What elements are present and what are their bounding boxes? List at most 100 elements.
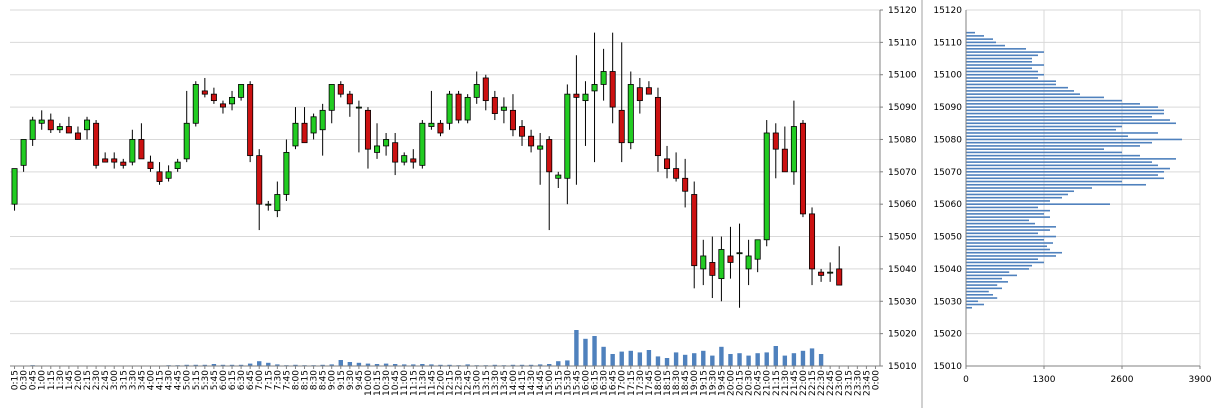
candlestick [75, 127, 80, 140]
candlestick [538, 133, 543, 185]
profile-bar [966, 84, 1056, 86]
candle-body [75, 133, 80, 139]
price-tick-label: 15090 [888, 103, 917, 113]
candle-body [374, 146, 379, 152]
candlestick [329, 84, 334, 123]
volume-bar [629, 351, 633, 366]
profile-bar [966, 80, 1056, 82]
candlestick [338, 81, 343, 97]
candlestick [800, 120, 805, 217]
candlestick [238, 84, 243, 100]
profile-bar [966, 103, 1140, 105]
candlestick [184, 91, 189, 162]
profile-bar [966, 106, 1158, 108]
volume-bar [810, 348, 814, 366]
profile-bar [966, 184, 1146, 186]
profile-bar [966, 77, 1038, 79]
profile-bar [966, 229, 1050, 231]
volume-bar [792, 353, 796, 366]
volume-bar [737, 353, 741, 366]
profile-bar [966, 226, 1056, 228]
candlestick [166, 165, 171, 181]
profile-price-label: 15110 [933, 38, 962, 48]
candlestick [655, 88, 660, 172]
candle-body [465, 97, 470, 120]
candlestick [483, 75, 488, 111]
profile-bar [966, 294, 993, 296]
price-tick-label: 15010 [888, 362, 917, 372]
profile-bar [966, 67, 1032, 69]
profile-bar [966, 255, 1056, 257]
candle-body [139, 139, 144, 158]
candle-body [519, 127, 524, 137]
profile-bar [966, 122, 1176, 124]
volume-bar [819, 354, 823, 366]
profile-price-label: 15010 [933, 362, 962, 372]
volume-bar [719, 347, 723, 366]
volume-bar [728, 354, 732, 366]
profile-bar [966, 142, 1152, 144]
candlestick [828, 262, 833, 281]
candlestick [610, 33, 615, 124]
candlestick [148, 156, 153, 172]
profile-bar [966, 177, 1164, 179]
candle-body [347, 94, 352, 104]
candle-body [547, 139, 552, 171]
candlestick [356, 101, 361, 153]
profile-bar [966, 119, 1170, 121]
candle-body [773, 133, 778, 149]
candlestick [791, 101, 796, 185]
candle-body [583, 94, 588, 100]
candlestick [420, 120, 425, 169]
profile-bar [966, 291, 989, 293]
candlestick [293, 107, 298, 149]
profile-volume-label: 2600 [1111, 375, 1134, 385]
candle-body [628, 84, 633, 142]
candle-body [719, 249, 724, 278]
candle-body [57, 127, 62, 130]
profile-bar [966, 281, 1008, 283]
profile-bar [966, 275, 1017, 277]
volume-bar [620, 352, 624, 366]
profile-bar [966, 242, 1053, 244]
profile-bar [966, 45, 1005, 47]
profile-volume-label: 0 [963, 375, 969, 385]
candle-body [130, 139, 135, 162]
candlestick [257, 149, 262, 230]
profile-price-label: 15080 [933, 135, 962, 145]
volume-bar [765, 352, 769, 366]
candle-body [782, 149, 787, 172]
candlestick [755, 240, 760, 272]
candle-body [121, 162, 126, 165]
profile-price-label: 15030 [933, 297, 962, 307]
profile-bar [966, 51, 1044, 53]
profile-bar [966, 245, 1047, 247]
profile-bar [966, 100, 1122, 102]
profile-bar [966, 161, 1152, 163]
profile-bar [966, 265, 1032, 267]
candle-body [112, 159, 117, 162]
candlestick [528, 130, 533, 153]
volume-bar [656, 356, 660, 366]
profile-bar [966, 145, 1140, 147]
candlestick [402, 152, 407, 165]
candlestick [601, 49, 606, 101]
candle-body [356, 107, 361, 108]
profile-price-label: 15120 [933, 6, 962, 16]
candle-body [610, 71, 615, 107]
candle-body [184, 123, 189, 159]
candlestick-series [12, 33, 842, 308]
candle-body [746, 256, 751, 269]
candle-body [619, 110, 624, 142]
candlestick [429, 91, 434, 130]
profile-bar [966, 278, 1002, 280]
candle-body [84, 120, 89, 130]
candlestick [275, 182, 280, 218]
candle-body [809, 214, 814, 269]
candle-body [510, 110, 515, 129]
candle-body [393, 143, 398, 162]
candlestick [347, 91, 352, 117]
profile-bar [966, 252, 1062, 254]
candlestick [592, 33, 597, 162]
